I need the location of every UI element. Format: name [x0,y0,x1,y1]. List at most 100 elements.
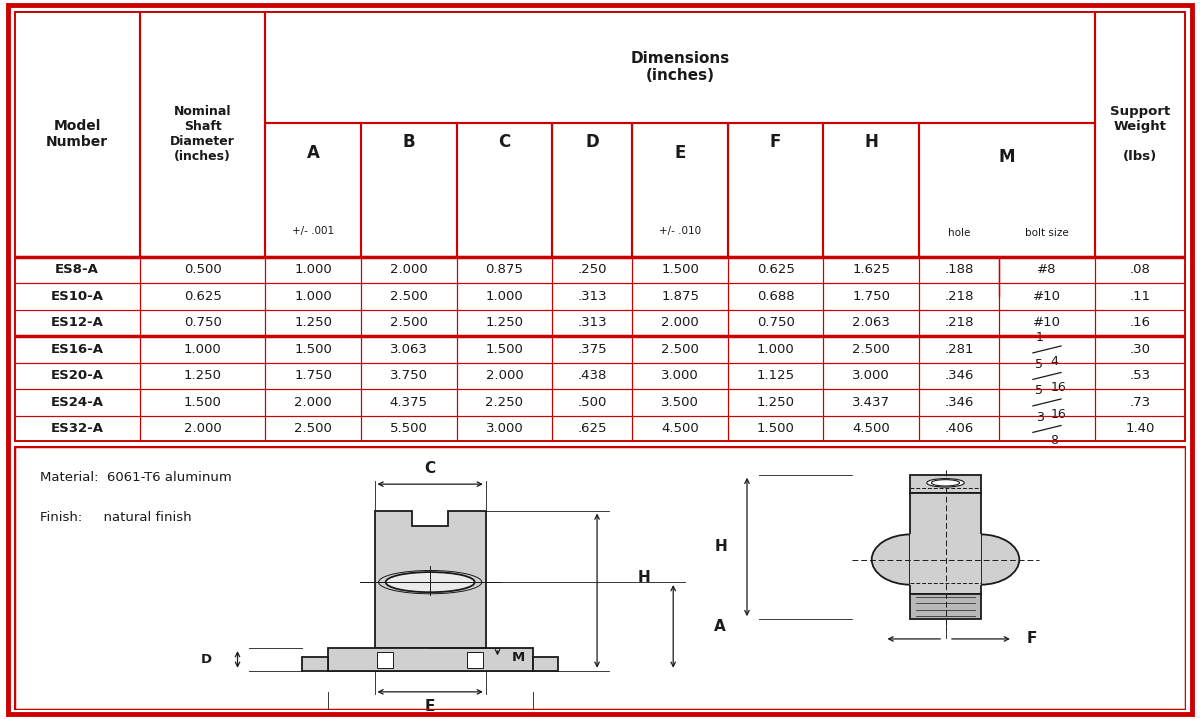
Bar [823,389,919,416]
Text: E: E [674,144,685,162]
Text: ES32-A: ES32-A [50,423,103,436]
Bar [361,362,456,389]
Bar [533,657,558,671]
Bar [1000,362,1094,389]
Text: 16: 16 [1050,408,1067,421]
Text: 0.688: 0.688 [757,290,794,303]
Bar [140,362,265,389]
Text: 1.500: 1.500 [184,396,222,409]
Bar [456,310,552,336]
Text: .73: .73 [1129,396,1151,409]
Text: .281: .281 [944,343,974,356]
Text: 3.063: 3.063 [390,343,427,356]
Text: 1.000: 1.000 [294,290,332,303]
Bar [140,416,265,442]
Bar [377,651,394,669]
Bar [911,534,980,585]
Text: 5: 5 [1036,358,1044,371]
Text: ES20-A: ES20-A [50,370,103,383]
Text: ES24-A: ES24-A [50,396,103,409]
Text: .218: .218 [944,290,974,303]
Bar [140,257,265,283]
Text: #8: #8 [1037,263,1057,276]
Bar [632,362,728,389]
Bar [328,649,533,671]
Text: 2.000: 2.000 [184,423,222,436]
Text: 1.500: 1.500 [486,343,523,356]
Bar [919,389,1000,416]
Text: 1.000: 1.000 [757,343,794,356]
Bar [265,336,361,362]
Text: 3.437: 3.437 [852,396,890,409]
Bar [265,310,361,336]
Bar [552,123,632,257]
Bar [911,493,980,594]
Text: 3.000: 3.000 [486,423,523,436]
Bar [361,123,456,257]
Text: 3.000: 3.000 [661,370,698,383]
Text: 1.125: 1.125 [757,370,794,383]
Bar [823,362,919,389]
Text: .313: .313 [577,290,607,303]
Text: 0.625: 0.625 [184,290,222,303]
Text: .346: .346 [944,396,974,409]
Text: .08: .08 [1129,263,1151,276]
Text: 1.000: 1.000 [486,290,523,303]
Text: ES8-A: ES8-A [55,263,100,276]
Bar [728,389,823,416]
Bar [728,123,823,257]
Bar [911,594,980,619]
Bar [140,336,265,362]
Text: .406: .406 [944,423,973,436]
Bar [302,657,328,671]
Text: 0.625: 0.625 [757,263,794,276]
Text: 1.250: 1.250 [485,316,523,329]
Text: 1.500: 1.500 [294,343,332,356]
Bar [1000,257,1094,283]
Bar [632,257,728,283]
Bar [456,283,552,310]
Bar [265,257,361,283]
Bar [1000,336,1094,362]
Text: 8: 8 [1050,434,1058,447]
Text: ES10-A: ES10-A [50,290,103,303]
Bar [632,310,728,336]
Text: 1.750: 1.750 [852,290,890,303]
Text: Material:  6061-T6 aluminum: Material: 6061-T6 aluminum [40,471,232,484]
Text: 1.500: 1.500 [757,423,794,436]
Bar [911,475,980,493]
Text: 2.063: 2.063 [852,316,890,329]
Bar [14,257,140,283]
Bar [1000,283,1094,310]
Text: 1.250: 1.250 [184,370,222,383]
Bar [265,123,361,257]
Bar [14,283,140,310]
Text: .438: .438 [577,370,607,383]
Text: .375: .375 [577,343,607,356]
Bar [919,362,1000,389]
Bar [456,336,552,362]
Bar [361,283,456,310]
Circle shape [385,572,475,592]
Circle shape [931,480,960,486]
Text: 1.750: 1.750 [294,370,332,383]
Bar [552,389,632,416]
Text: 4.375: 4.375 [390,396,427,409]
Text: 2.250: 2.250 [485,396,523,409]
Text: hole: hole [948,228,971,238]
Text: 1.000: 1.000 [184,343,222,356]
Bar [1000,389,1094,416]
Text: 0.875: 0.875 [486,263,523,276]
Ellipse shape [942,534,1019,585]
Bar [1000,416,1094,442]
Bar [552,362,632,389]
Bar [1094,336,1186,362]
Text: 4.500: 4.500 [852,423,890,436]
Bar [632,336,728,362]
Bar [361,310,456,336]
Text: 3: 3 [1036,411,1044,423]
Text: F: F [770,133,781,152]
Ellipse shape [871,534,949,585]
Bar [14,336,140,362]
Text: 4: 4 [1050,354,1058,367]
